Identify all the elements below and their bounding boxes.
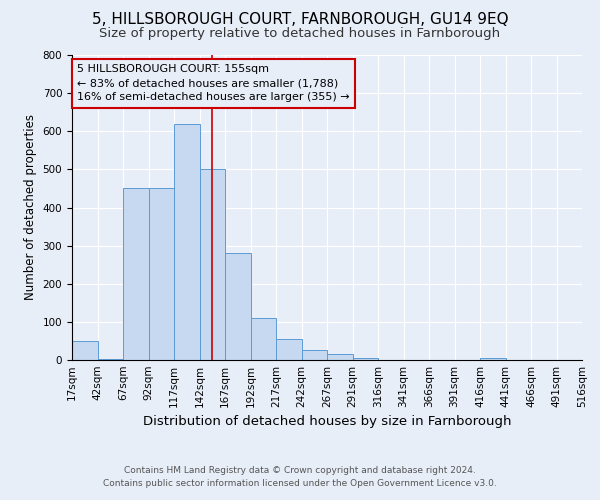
Bar (302, 350, 327, 360)
Bar (174, 124, 199, 360)
Bar (149, 188, 174, 360)
Bar (251, 318, 276, 360)
Bar (123, 188, 149, 360)
Bar (327, 354, 353, 360)
Bar (225, 253, 251, 360)
X-axis label: Distribution of detached houses by size in Farnborough: Distribution of detached houses by size … (143, 416, 511, 428)
Text: 5, HILLSBOROUGH COURT, FARNBOROUGH, GU14 9EQ: 5, HILLSBOROUGH COURT, FARNBOROUGH, GU14… (92, 12, 508, 28)
Bar (353, 358, 378, 360)
Y-axis label: Number of detached properties: Number of detached properties (24, 114, 37, 300)
Bar (72, 341, 97, 360)
Text: Contains HM Land Registry data © Crown copyright and database right 2024.
Contai: Contains HM Land Registry data © Crown c… (103, 466, 497, 487)
Bar (480, 358, 505, 360)
Bar (276, 339, 302, 360)
Text: Size of property relative to detached houses in Farnborough: Size of property relative to detached ho… (100, 28, 500, 40)
Bar (97, 359, 123, 360)
Bar (199, 170, 225, 360)
Text: 5 HILLSBOROUGH COURT: 155sqm
← 83% of detached houses are smaller (1,788)
16% of: 5 HILLSBOROUGH COURT: 155sqm ← 83% of de… (77, 64, 350, 102)
